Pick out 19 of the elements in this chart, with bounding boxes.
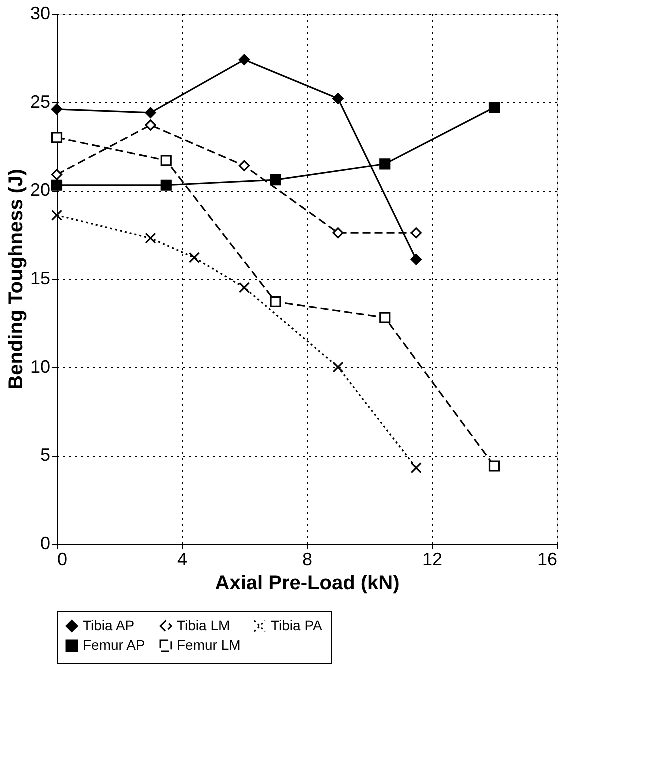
legend-label: Tibia LM xyxy=(177,617,230,634)
y-tick-label: 5 xyxy=(40,445,50,466)
y-tick-label: 30 xyxy=(30,4,50,24)
x-tick-label: 12 xyxy=(422,550,443,570)
y-axis-title: Bending Toughness (J) xyxy=(5,169,28,390)
legend-label: Femur AP xyxy=(83,637,146,653)
legend-label: Tibia AP xyxy=(83,617,135,634)
legend-label: Tibia PA xyxy=(271,617,324,634)
x-tick-label: 8 xyxy=(302,550,313,570)
x-tick-label: 0 xyxy=(58,550,68,570)
x-tick-label: 4 xyxy=(177,550,188,570)
y-tick-label: 0 xyxy=(40,534,50,554)
y-tick-label: 10 xyxy=(30,356,50,377)
y-tick-label: 20 xyxy=(30,180,50,200)
x-tick-label: 16 xyxy=(537,550,558,570)
legend-label: Femur LM xyxy=(177,637,241,653)
y-tick-label: 15 xyxy=(30,268,50,288)
y-tick-label: 25 xyxy=(30,92,50,112)
x-axis-title: Axial Pre-Load (kN) xyxy=(215,572,400,594)
